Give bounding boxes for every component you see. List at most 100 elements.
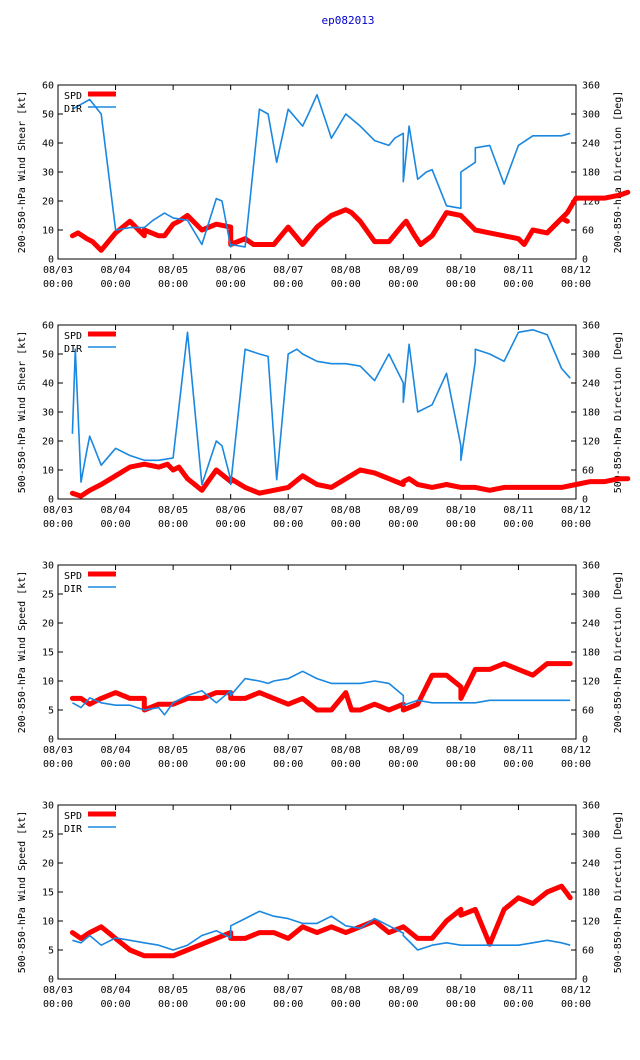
- chart-3: 05101520253006012018024030036008/0300:00…: [17, 561, 624, 771]
- x-tick-date: 08/09: [388, 745, 418, 756]
- spd-series-line: [69, 883, 573, 959]
- y2-tick-label: 300: [582, 350, 600, 361]
- x-tick-date: 08/11: [503, 505, 533, 516]
- x-tick-date: 08/04: [101, 505, 131, 516]
- x-tick-date: 08/03: [43, 985, 73, 996]
- y-tick-label: 0: [48, 975, 54, 986]
- x-tick-time: 00:00: [216, 279, 246, 290]
- dir-series-line: [71, 328, 571, 486]
- x-tick-time: 00:00: [101, 999, 131, 1010]
- x-tick-time: 00:00: [561, 279, 591, 290]
- y2-tick-label: 300: [582, 830, 600, 841]
- x-tick-time: 00:00: [43, 999, 73, 1010]
- x-tick-time: 00:00: [388, 999, 418, 1010]
- x-tick-date: 08/12: [561, 505, 591, 516]
- x-tick-time: 00:00: [388, 759, 418, 770]
- y2-tick-label: 120: [582, 197, 600, 208]
- y-tick-label: 5: [48, 946, 54, 957]
- y2-tick-label: 240: [582, 859, 600, 870]
- x-tick-time: 00:00: [446, 279, 476, 290]
- x-tick-date: 08/05: [158, 985, 188, 996]
- legend-spd-label: SPD: [64, 91, 82, 102]
- y2-tick-label: 240: [582, 139, 600, 150]
- y2-axis-label: 500-850-hPa Direction [Deg]: [613, 811, 624, 974]
- x-tick-time: 00:00: [388, 279, 418, 290]
- x-tick-date: 08/03: [43, 505, 73, 516]
- y-tick-label: 20: [42, 859, 54, 870]
- x-tick-time: 00:00: [503, 519, 533, 530]
- y-axis-label: 200-850-hPa Wind Shear [kt]: [17, 91, 28, 254]
- x-tick-date: 08/11: [503, 745, 533, 756]
- y2-axis-label: 200-850-hPa Direction [Deg]: [613, 91, 624, 254]
- dir-series-line: [72, 93, 571, 248]
- plot-frame: [57, 564, 577, 740]
- x-tick-date: 08/10: [446, 745, 476, 756]
- y-tick-label: 15: [42, 648, 54, 659]
- x-tick-date: 08/05: [158, 505, 188, 516]
- y2-tick-label: 300: [582, 590, 600, 601]
- x-tick-time: 00:00: [158, 279, 188, 290]
- y2-tick-label: 120: [582, 437, 600, 448]
- y-tick-label: 40: [42, 139, 54, 150]
- x-tick-date: 08/05: [158, 745, 188, 756]
- y-axis-label: 200-850-hPa Wind Speed [kt]: [17, 571, 28, 734]
- x-tick-time: 00:00: [101, 759, 131, 770]
- y2-tick-label: 60: [582, 466, 594, 477]
- y-tick-label: 10: [42, 466, 54, 477]
- y2-tick-label: 60: [582, 226, 594, 237]
- x-tick-time: 00:00: [561, 759, 591, 770]
- x-tick-date: 08/04: [101, 745, 131, 756]
- x-tick-time: 00:00: [101, 519, 131, 530]
- spd-series-line: [544, 189, 631, 236]
- chart-4: 05101520253006012018024030036008/0300:00…: [17, 801, 624, 1011]
- x-tick-date: 08/09: [388, 985, 418, 996]
- x-tick-date: 08/10: [446, 265, 476, 276]
- x-tick-time: 00:00: [331, 759, 361, 770]
- x-tick-date: 08/10: [446, 985, 476, 996]
- chart-2: 0 10 20 30 40 50 60 0 60 120 180 240 300 360 08/03 00:0…: [17, 321, 631, 530]
- spd-series-line: [69, 207, 570, 253]
- x-tick-date: 08/03: [43, 745, 73, 756]
- legend-spd-label: SPD: [64, 331, 82, 342]
- x-tick-date: 08/04: [101, 985, 131, 996]
- x-tick-time: 00:00: [331, 519, 361, 530]
- x-tick-date: 08/12: [561, 985, 591, 996]
- y2-tick-label: 360: [582, 321, 600, 332]
- x-tick-date: 08/06: [216, 265, 246, 276]
- x-tick-time: 00:00: [43, 279, 73, 290]
- y2-tick-label: 360: [582, 801, 600, 812]
- legend-dir-label: DIR: [64, 584, 83, 595]
- y-tick-label: 10: [42, 677, 54, 688]
- x-tick-time: 00:00: [561, 519, 591, 530]
- y-tick-label: 60: [42, 81, 54, 92]
- plot-frame: [57, 324, 577, 500]
- x-tick-date: 08/05: [158, 265, 188, 276]
- y-tick-label: 20: [42, 437, 54, 448]
- x-tick-date: 08/07: [273, 265, 303, 276]
- y2-tick-label: 240: [582, 619, 600, 630]
- chart-1: 0 10 20 30 40 50 60 0 60 120 180 240 300 360 08/03 00:0…: [17, 81, 631, 290]
- y-tick-label: 20: [42, 197, 54, 208]
- dir-series-line: [72, 910, 571, 951]
- x-tick-date: 08/10: [446, 505, 476, 516]
- x-tick-time: 00:00: [273, 279, 303, 290]
- y2-tick-label: 0: [582, 495, 588, 506]
- x-tick-date: 08/09: [388, 505, 418, 516]
- x-tick-date: 08/07: [273, 985, 303, 996]
- spd-series-line: [69, 461, 631, 499]
- legend-spd-label: SPD: [64, 571, 82, 582]
- x-tick-time: 00:00: [331, 999, 361, 1010]
- x-tick-time: 00:00: [446, 999, 476, 1010]
- legend-spd-label: SPD: [64, 811, 82, 822]
- y2-axis-label: 200-850-hPa Direction [Deg]: [613, 571, 624, 734]
- y-tick-label: 5: [48, 706, 54, 717]
- x-tick-time: 00:00: [503, 279, 533, 290]
- y-tick-label: 0: [48, 735, 54, 746]
- x-tick-time: 00:00: [503, 759, 533, 770]
- x-tick-date: 08/08: [331, 745, 361, 756]
- y2-tick-label: 60: [582, 706, 594, 717]
- y2-tick-label: 0: [582, 255, 588, 266]
- x-tick-time: 00:00: [273, 999, 303, 1010]
- x-tick-time: 00:00: [216, 519, 246, 530]
- y2-tick-label: 180: [582, 168, 600, 179]
